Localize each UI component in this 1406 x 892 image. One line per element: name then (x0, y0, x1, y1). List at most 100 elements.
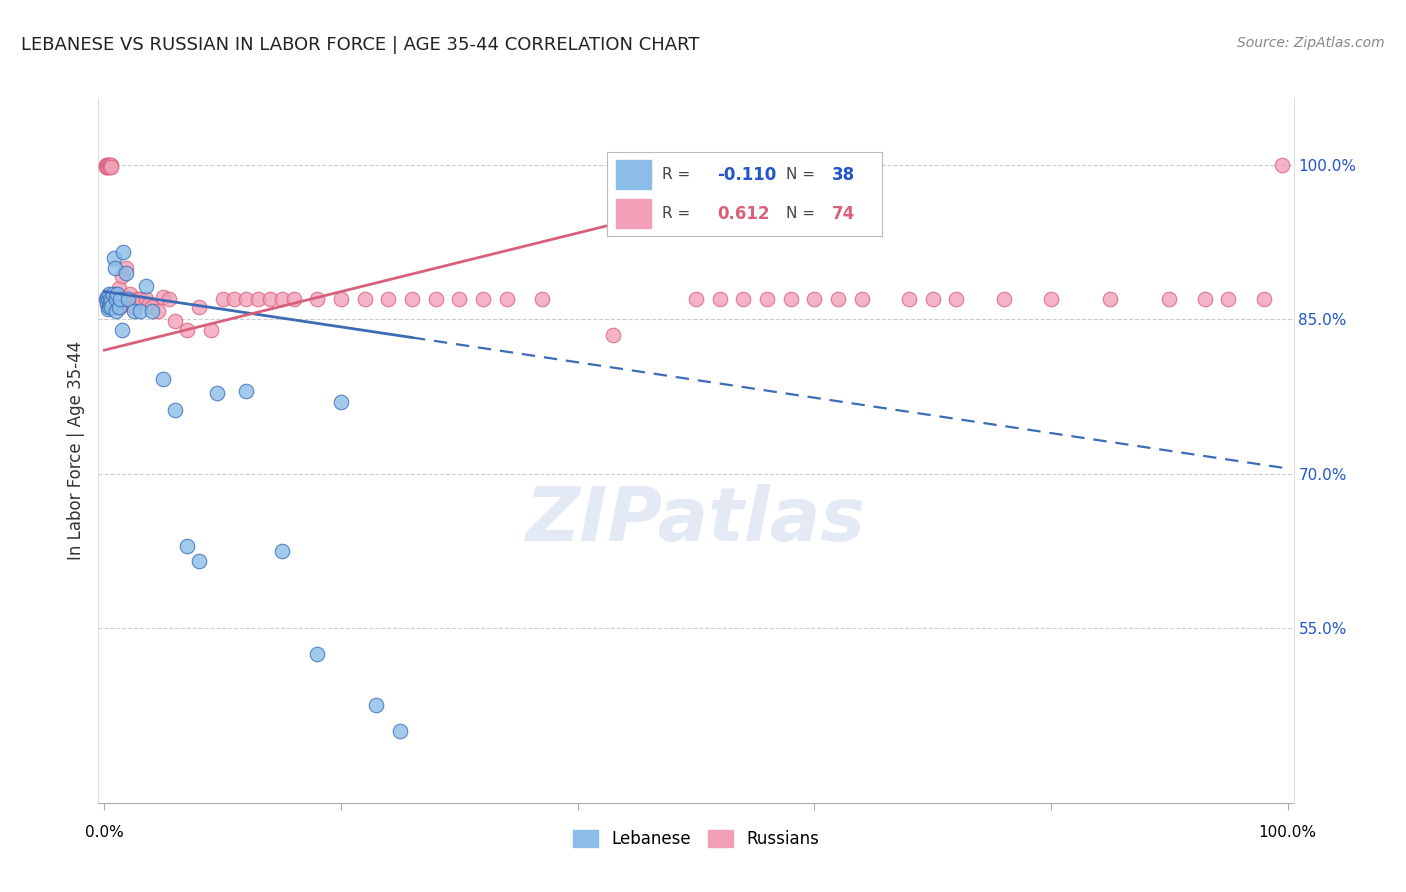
Y-axis label: In Labor Force | Age 35-44: In Labor Force | Age 35-44 (66, 341, 84, 560)
Point (128, 292, 150, 306)
Point (105, 286, 128, 301)
Point (105, 292, 128, 306)
Point (176, 322, 198, 336)
Point (98, 292, 121, 306)
Point (117, 292, 139, 306)
Point (449, 292, 471, 306)
Point (945, 292, 967, 306)
Point (247, 292, 270, 306)
Point (283, 292, 305, 306)
Point (330, 292, 353, 306)
Point (128, 304, 150, 318)
Point (98, 158, 121, 172)
Point (120, 286, 142, 301)
Point (127, 292, 149, 306)
Point (495, 292, 517, 306)
Point (224, 292, 246, 306)
Text: 100.0%: 100.0% (1258, 825, 1316, 840)
Point (602, 327, 624, 342)
Point (111, 269, 134, 284)
Point (1194, 292, 1216, 306)
Point (98, 160, 121, 174)
Point (165, 402, 187, 417)
Text: Source: ZipAtlas.com: Source: ZipAtlas.com (1237, 36, 1385, 50)
Point (270, 543, 292, 558)
Point (105, 293, 128, 308)
Point (200, 322, 222, 336)
Point (851, 292, 873, 306)
Point (103, 251, 125, 265)
Text: 74: 74 (832, 204, 855, 222)
Point (114, 260, 136, 275)
Point (96, 160, 118, 174)
Point (112, 245, 135, 260)
Point (353, 292, 375, 306)
Point (122, 304, 145, 318)
Point (135, 292, 157, 306)
Point (108, 300, 131, 314)
Point (108, 292, 131, 306)
Text: R =: R = (662, 167, 696, 182)
Point (921, 292, 943, 306)
Text: 0.0%: 0.0% (84, 825, 124, 840)
Point (779, 292, 801, 306)
Point (122, 300, 145, 314)
Point (104, 260, 127, 275)
Point (98, 300, 121, 314)
Point (97, 292, 120, 306)
Point (97, 301, 120, 316)
Point (146, 304, 169, 318)
Point (152, 290, 174, 304)
Point (330, 394, 353, 409)
Point (235, 384, 257, 399)
Point (1039, 292, 1062, 306)
Point (105, 304, 128, 318)
Point (135, 279, 157, 293)
Point (259, 292, 281, 306)
Point (307, 292, 329, 306)
Point (157, 292, 180, 306)
Point (111, 322, 134, 336)
Point (152, 372, 174, 386)
Text: LEBANESE VS RUSSIAN IN LABOR FORCE | AGE 35-44 CORRELATION CHART: LEBANESE VS RUSSIAN IN LABOR FORCE | AGE… (21, 36, 700, 54)
Point (897, 292, 920, 306)
Point (993, 292, 1015, 306)
Point (1099, 292, 1122, 306)
Point (1253, 292, 1275, 306)
Point (97, 158, 120, 172)
Point (97, 160, 120, 174)
Point (401, 292, 423, 306)
Point (803, 292, 825, 306)
Point (531, 292, 554, 306)
Point (685, 292, 707, 306)
Point (425, 292, 447, 306)
Text: ZIPatlas: ZIPatlas (526, 484, 866, 558)
Text: 38: 38 (832, 166, 855, 184)
Point (211, 292, 233, 306)
Point (188, 554, 211, 568)
Point (709, 292, 731, 306)
Point (101, 286, 124, 301)
Point (138, 297, 160, 311)
Point (105, 292, 128, 306)
Point (1159, 292, 1181, 306)
Point (307, 647, 329, 661)
Point (141, 300, 163, 314)
Point (377, 292, 399, 306)
Point (733, 292, 755, 306)
Point (472, 292, 495, 306)
Point (366, 698, 388, 712)
Point (105, 286, 128, 301)
Point (235, 292, 257, 306)
Point (176, 539, 198, 553)
Point (107, 281, 129, 295)
Point (117, 292, 139, 306)
Point (114, 266, 136, 280)
Point (141, 304, 163, 318)
Text: R =: R = (662, 206, 696, 221)
Point (188, 300, 211, 314)
Legend: Lebanese, Russians: Lebanese, Russians (567, 822, 825, 855)
Text: 0.612: 0.612 (717, 204, 769, 222)
Point (1271, 158, 1294, 172)
Point (100, 160, 122, 174)
